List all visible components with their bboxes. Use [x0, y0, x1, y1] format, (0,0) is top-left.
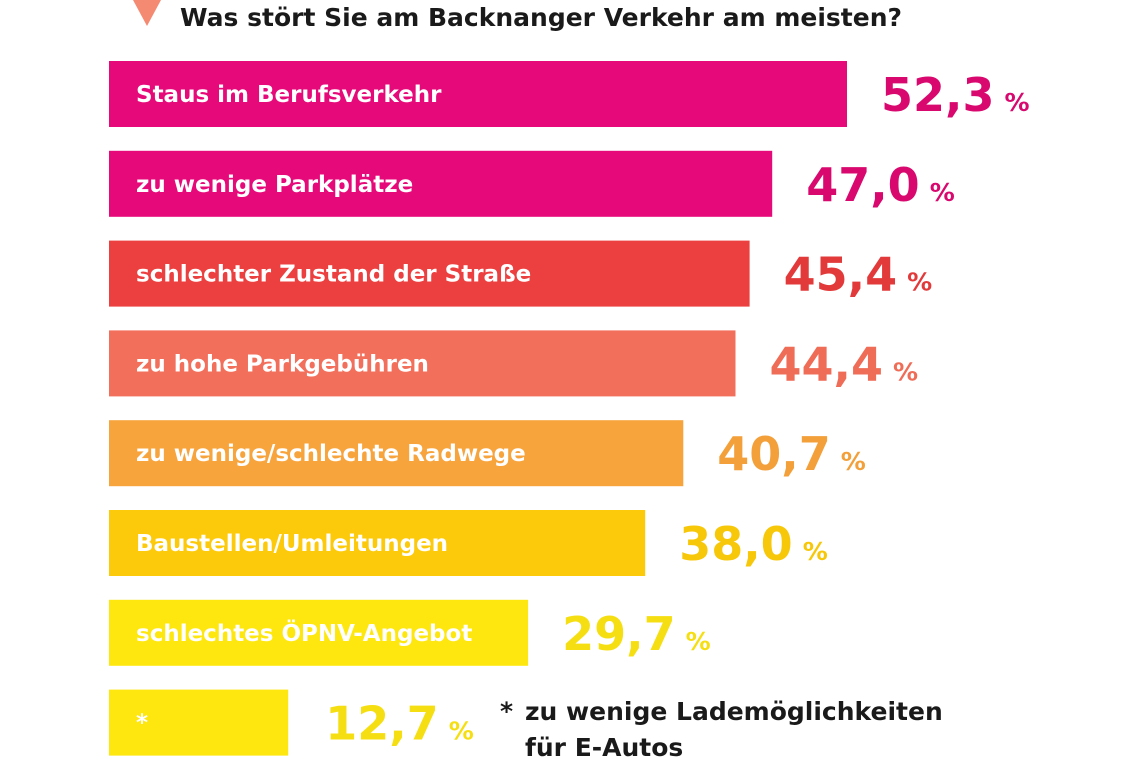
bar-5 [109, 510, 646, 576]
bar-0 [109, 61, 847, 127]
bar-7 [109, 689, 289, 756]
value-unit-2: % [907, 268, 932, 297]
value-label-1: 47,0% [806, 158, 955, 212]
bar-label-6: schlechtes ÖPNV-Angebot [136, 619, 472, 647]
bar-2 [109, 240, 750, 307]
value-number-7: 12,7 [325, 697, 439, 751]
bar-3 [109, 330, 736, 397]
chart-title: Was stört Sie am Backnanger Verkehr am m… [180, 3, 902, 32]
bar-label-4: zu wenige/schlechte Radwege [136, 441, 526, 467]
value-number-0: 52,3 [881, 68, 995, 122]
bar-label-3: zu hohe Parkgebühren [136, 351, 429, 377]
bar-label-1: zu wenige Parkplätze [136, 172, 413, 198]
value-unit-1: % [930, 178, 955, 207]
bar-1 [109, 150, 773, 217]
value-number-3: 44,4 [770, 337, 884, 391]
value-unit-6: % [686, 627, 711, 656]
value-label-4: 40,7% [717, 427, 866, 481]
value-label-2: 45,4% [784, 248, 933, 302]
bar-4 [109, 420, 684, 487]
value-unit-7: % [449, 717, 474, 746]
value-label-7: 12,7% [325, 697, 474, 751]
value-number-2: 45,4 [784, 248, 898, 302]
footnote-marker: * [500, 697, 513, 726]
bar-label-0: Staus im Berufsverkehr [136, 82, 442, 108]
value-unit-4: % [841, 447, 866, 476]
bars-group: Staus im Berufsverkehr 52,3 % zu wenige Par… [109, 61, 1030, 756]
value-number-5: 38,0 [679, 517, 793, 571]
bar-6 [109, 599, 529, 666]
footnote-line-2: für E-Autos [525, 733, 683, 760]
value-label-5: 38,0% [679, 517, 828, 571]
value-number-1: 47,0 [806, 158, 920, 212]
value-label-0: 52,3% [881, 68, 1030, 122]
value-number-6: 29,7 [562, 607, 676, 661]
value-unit-5: % [803, 537, 828, 566]
value-unit-0: % [1005, 88, 1030, 117]
bar-label-7: * [136, 711, 148, 737]
value-number-4: 40,7 [717, 427, 831, 481]
bar-label-5: Baustellen/Umleitungen [136, 531, 448, 557]
value-label-3: 44,4% [770, 337, 919, 391]
title-marker-triangle [133, 0, 161, 26]
bar-label-2: schlechter Zustand der Straße [136, 262, 531, 288]
value-label-6: 29,7% [562, 607, 711, 661]
footnote-line-1: zu wenige Lademöglichkeiten [525, 697, 943, 726]
value-unit-3: % [893, 357, 918, 386]
